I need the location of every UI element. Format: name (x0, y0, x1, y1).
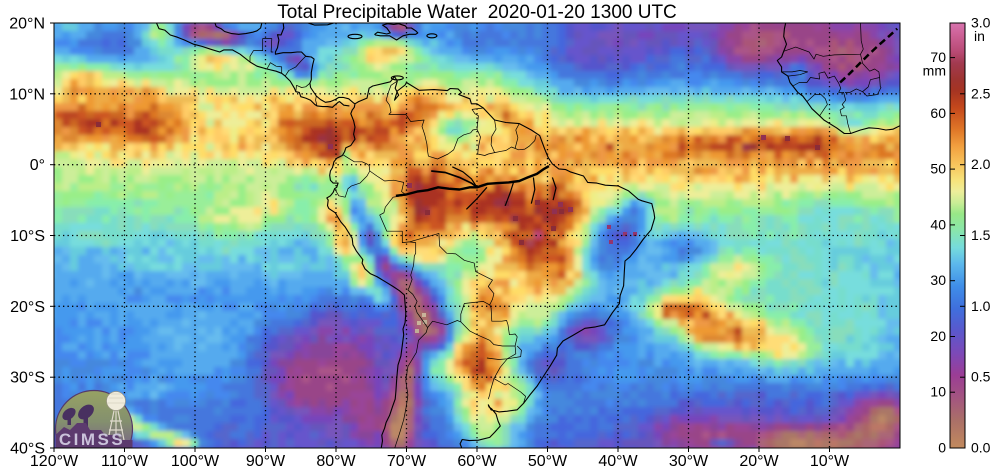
svg-text:80°W: 80°W (316, 453, 356, 470)
svg-text:30: 30 (930, 272, 946, 288)
svg-text:20°S: 20°S (10, 299, 45, 316)
svg-text:60°W: 60°W (457, 453, 497, 470)
svg-text:90°W: 90°W (246, 453, 286, 470)
svg-text:30°W: 30°W (669, 453, 709, 470)
svg-text:10: 10 (930, 384, 946, 400)
svg-text:1.5: 1.5 (971, 227, 991, 243)
svg-text:in: in (974, 28, 985, 44)
svg-text:40°S: 40°S (10, 441, 45, 458)
svg-text:20: 20 (930, 328, 946, 344)
svg-text:10°N: 10°N (9, 86, 45, 103)
svg-text:20°W: 20°W (739, 453, 779, 470)
svg-text:60: 60 (930, 105, 946, 121)
svg-text:20°N: 20°N (9, 16, 45, 33)
svg-text:0.5: 0.5 (971, 369, 991, 385)
svg-text:70°W: 70°W (387, 453, 427, 470)
svg-text:40°W: 40°W (598, 453, 638, 470)
svg-text:120°W: 120°W (30, 453, 79, 470)
svg-text:Total Precipitable Water 2020: Total Precipitable Water 2020-01-20 1300… (277, 2, 677, 23)
svg-text:mm: mm (923, 63, 946, 79)
svg-text:0°: 0° (30, 157, 45, 174)
svg-text:CIMSS: CIMSS (59, 430, 125, 449)
svg-text:50°W: 50°W (528, 453, 568, 470)
svg-text:50: 50 (930, 161, 946, 177)
svg-text:0: 0 (938, 440, 946, 456)
svg-text:30°S: 30°S (10, 370, 45, 387)
svg-text:110°W: 110°W (101, 453, 149, 470)
svg-text:10°W: 10°W (810, 453, 850, 470)
svg-text:1.0: 1.0 (971, 298, 991, 314)
svg-text:10°S: 10°S (10, 228, 45, 245)
svg-text:0.0: 0.0 (971, 440, 991, 456)
svg-text:2.5: 2.5 (971, 85, 991, 101)
svg-text:100°W: 100°W (171, 453, 220, 470)
svg-text:3.0: 3.0 (971, 15, 991, 31)
svg-text:70: 70 (930, 49, 946, 65)
svg-text:2.0: 2.0 (971, 156, 991, 172)
svg-text:40: 40 (930, 216, 946, 232)
